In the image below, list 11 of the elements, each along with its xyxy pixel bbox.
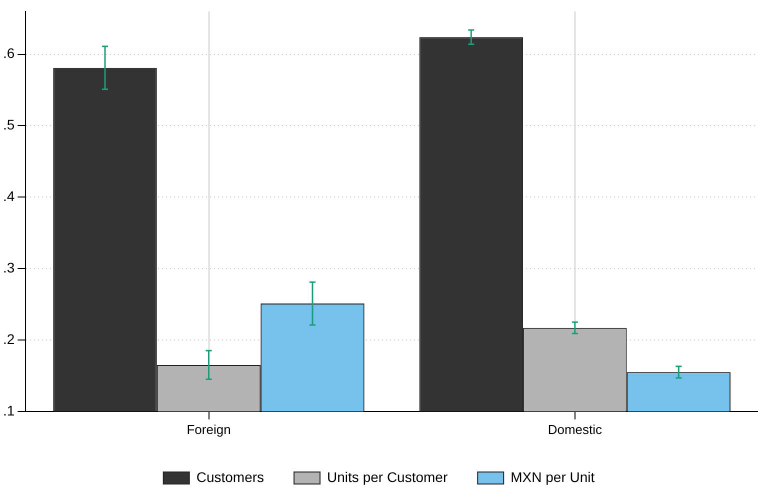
x-tick-label: Foreign — [186, 422, 231, 437]
y-tick-label: .2 — [2, 330, 15, 347]
y-tick-label: .4 — [2, 188, 15, 204]
y-tick-label: .5 — [2, 116, 15, 133]
y-tick-label: .1 — [2, 402, 15, 418]
legend-label: MXN per Unit — [510, 468, 595, 485]
y-tick-label: .6 — [2, 45, 15, 62]
legend-label: Customers — [196, 468, 264, 485]
y-tick-label: .3 — [2, 259, 15, 276]
x-tick-label: Domestic — [548, 422, 602, 437]
legend-label: Units per Customer — [327, 468, 448, 485]
